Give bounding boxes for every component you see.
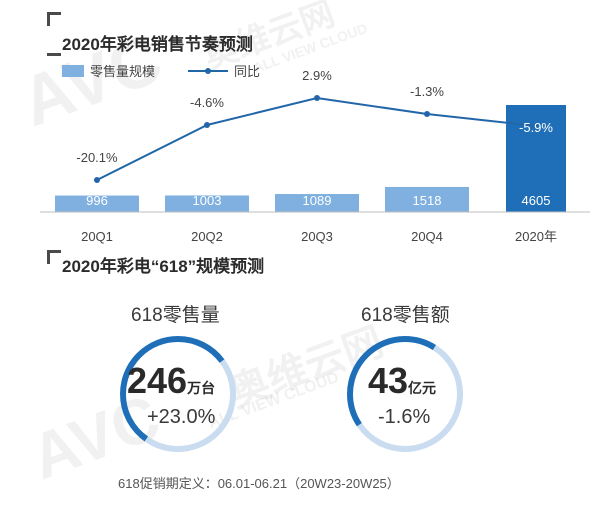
bar-20Q2 (165, 195, 249, 212)
bar-label-2020年: 4605 (522, 193, 551, 208)
yoy-point-2020年 (533, 123, 539, 129)
yoy-point-20Q1 (94, 177, 100, 183)
stat-value-volume: 246万台 (127, 360, 215, 402)
yoy-point-20Q2 (204, 122, 210, 128)
yoy-point-20Q3 (314, 95, 320, 101)
bar-label-20Q4: 1518 (413, 193, 442, 208)
sales-chart: 零售量规模 同比 996 1003 1089 1518 4605 20Q1 20Q2 20Q3 20… (40, 64, 590, 244)
yoy-line (96, 96, 537, 181)
title-bracket-2 (47, 250, 61, 264)
bar-label-20Q3: 1089 (303, 193, 332, 208)
legend-line-marker (205, 68, 211, 74)
x-tick-label-20Q1: 20Q1 (81, 229, 113, 244)
stat-change-revenue: -1.6% (378, 406, 431, 428)
section-title-618-forecast: 2020年彩电“618”规模预测 (62, 257, 265, 276)
yoy-label-20Q1: -20.1% (76, 150, 118, 165)
stat-change-volume: +23.0% (147, 406, 216, 428)
legend-swatch-bar (62, 65, 84, 77)
stat-label-revenue: 618零售额 (361, 305, 450, 326)
yoy-label-20Q3: 2.9% (302, 68, 332, 83)
title-bracket-1 (47, 12, 61, 26)
bar-20Q3 (275, 194, 359, 212)
stat-unit-revenue: 亿元 (408, 380, 437, 396)
yoy-label-20Q2: -4.6% (190, 95, 224, 110)
yoy-point-20Q4 (424, 111, 430, 117)
bar-label-20Q1: 996 (86, 193, 108, 208)
stat-ring-volume (120, 336, 236, 452)
stat-value-revenue: 43亿元 (368, 360, 436, 402)
title-underline-1 (47, 53, 61, 56)
stat-unit-volume: 万台 (187, 380, 216, 396)
x-tick-label-20Q4: 20Q4 (411, 229, 443, 244)
x-tick-label-20Q3: 20Q3 (301, 229, 333, 244)
section-title-sales-forecast: 2020年彩电销售节奏预测 (62, 35, 253, 54)
yoy-label-2020年: -5.9% (519, 120, 553, 135)
bar-20Q4 (385, 186, 469, 212)
stat-ring-revenue (347, 336, 463, 452)
stat-number-volume: 246 (127, 360, 188, 401)
legend-label-bar: 零售量规模 (90, 64, 155, 79)
bar-20Q1 (55, 195, 139, 212)
x-tick-label-2020年: 2020年 (515, 229, 557, 244)
bar-label-20Q2: 1003 (193, 193, 222, 208)
x-tick-label-20Q2: 20Q2 (191, 229, 223, 244)
legend-label-line: 同比 (234, 64, 260, 79)
stat-label-volume: 618零售量 (131, 305, 220, 326)
promotion-period-footnote: 618促销期定义：06.01-06.21（20W23-20W25） (118, 476, 400, 491)
yoy-label-20Q4: -1.3% (410, 84, 444, 99)
stat-number-revenue: 43 (368, 360, 409, 401)
